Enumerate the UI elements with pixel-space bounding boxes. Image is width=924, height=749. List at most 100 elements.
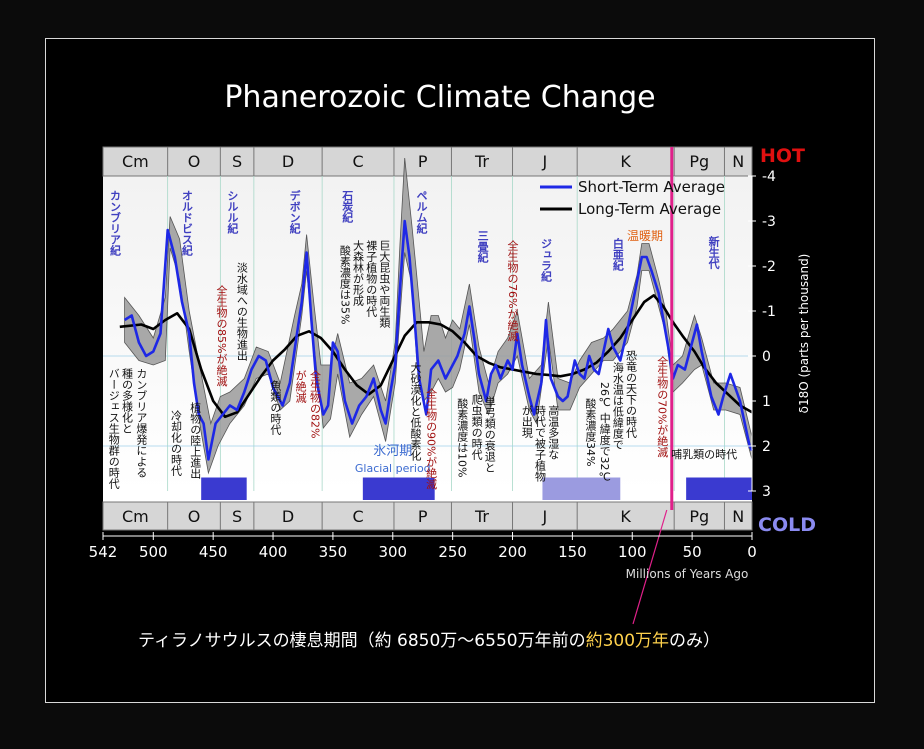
period-label-header: S bbox=[232, 152, 242, 171]
caption-suffix: のみ） bbox=[669, 631, 721, 651]
caption-highlight: 約300万年 bbox=[585, 631, 670, 651]
period-name-C: 石炭紀 bbox=[341, 190, 355, 224]
period-label-footer: Pg bbox=[689, 507, 709, 526]
annotation-black: 淡水域への生物進出 bbox=[235, 262, 248, 361]
x-tick-label: 300 bbox=[378, 543, 407, 561]
glacial-bar bbox=[362, 477, 435, 500]
y-tick-label: 3 bbox=[762, 484, 771, 500]
caption-prefix: ティラノサウルスの棲息期間（約 6850万～6550万年前の bbox=[138, 631, 586, 651]
period-label-header: D bbox=[282, 152, 294, 171]
period-label-footer: J bbox=[541, 507, 547, 526]
annotation-black: 大森林が形成 bbox=[352, 239, 365, 307]
period-name-K: 白亜紀 bbox=[611, 237, 624, 272]
x-tick-label: 200 bbox=[498, 543, 527, 561]
period-label-header: P bbox=[418, 152, 428, 171]
annotation-black: 哺乳類の時代 bbox=[671, 448, 737, 461]
x-tick-label: 50 bbox=[683, 543, 702, 561]
y-tick-label: -2 bbox=[762, 259, 776, 275]
annotation-black: 26℃ 中緯度で32℃ bbox=[598, 382, 611, 484]
period-label-header: N bbox=[732, 152, 744, 171]
period-label-header: Pg bbox=[689, 152, 709, 171]
y-tick-label: -1 bbox=[762, 304, 776, 320]
period-label-header: K bbox=[620, 152, 631, 171]
period-name-J: ジュラ紀 bbox=[540, 238, 553, 283]
annotation-black: 巨大昆虫や両生類 bbox=[378, 240, 391, 329]
glacial-label-jp: 氷河期 bbox=[373, 444, 412, 459]
x-tick-label: 500 bbox=[139, 543, 168, 561]
annotation-red: が絶滅 bbox=[294, 370, 307, 404]
cold-label: COLD bbox=[758, 514, 816, 536]
annotation-black: 植物の陸上進出 bbox=[189, 401, 202, 479]
annotation-black: 大砂漠化と低酸素化 bbox=[409, 361, 422, 462]
annotation-black: 酸素濃度は35% bbox=[338, 244, 351, 325]
legend-label: Long-Term Average bbox=[578, 200, 721, 218]
annotation-black: バージェス生物群の時代 bbox=[107, 368, 120, 490]
period-label-header: Cm bbox=[122, 152, 149, 171]
x-tick-label: 400 bbox=[259, 543, 288, 561]
period-name-S: シルル紀 bbox=[226, 190, 239, 235]
annotation-black: 酸素濃度は10% bbox=[456, 397, 469, 478]
period-name-P: ペルム紀 bbox=[415, 190, 428, 235]
period-label-footer: P bbox=[418, 507, 428, 526]
period-name-Cm: カンブリア紀 bbox=[108, 190, 121, 257]
annotation-black: 種の多様化と bbox=[120, 367, 133, 434]
period-label-footer: C bbox=[352, 507, 363, 526]
annotation-black: 冷却化の時代 bbox=[170, 410, 183, 477]
period-label-footer: Tr bbox=[474, 507, 489, 526]
period-label-footer: S bbox=[232, 507, 242, 526]
caption: ティラノサウルスの棲息期間（約 6850万～6550万年前の約300万年のみ） bbox=[138, 626, 720, 651]
period-label-footer: D bbox=[282, 507, 294, 526]
annotation-red: 全生物の76%が絶滅 bbox=[506, 239, 519, 342]
annotation-red: 全生物の70%が絶滅 bbox=[656, 355, 669, 458]
period-label-footer: Cm bbox=[122, 507, 149, 526]
annotation-black: 高温多湿な bbox=[547, 404, 560, 460]
period-label-footer: O bbox=[188, 507, 201, 526]
x-tick-label: 100 bbox=[618, 543, 647, 561]
short-term-average-line bbox=[123, 219, 754, 461]
y-tick-label: 0 bbox=[762, 349, 771, 365]
period-label-header: Tr bbox=[474, 152, 489, 171]
legend-label: Short-Term Average bbox=[578, 178, 725, 196]
hot-label: HOT bbox=[760, 145, 805, 167]
y-tick-label: 2 bbox=[762, 439, 771, 455]
annotation-red: 全生物の82% bbox=[308, 369, 321, 439]
annotation-black: 爬虫類の時代 bbox=[470, 394, 483, 461]
annotation-black: 時代で被子植物 bbox=[534, 405, 547, 482]
period-name-Tr: 三畳紀 bbox=[476, 230, 489, 264]
annotation-black: 魚類の時代 bbox=[269, 380, 282, 436]
period-name-Pg: 新生代 bbox=[707, 235, 721, 270]
glacial-label-en: Glacial period bbox=[355, 462, 431, 475]
y-tick-label: -4 bbox=[762, 169, 776, 185]
x-tick-label: 150 bbox=[558, 543, 587, 561]
chart-title: Phanerozoic Climate Change bbox=[224, 80, 656, 115]
period-label-footer: K bbox=[620, 507, 631, 526]
period-label-header: J bbox=[541, 152, 547, 171]
period-label-header: C bbox=[352, 152, 363, 171]
annotation-black: 酸素濃度34% bbox=[584, 397, 597, 467]
glacial-bar bbox=[542, 477, 621, 500]
glacial-bar bbox=[201, 477, 247, 500]
annotation-black: カンブリア爆発による bbox=[135, 368, 148, 478]
warm-period-label: 温暖期 bbox=[627, 229, 663, 243]
annotation-black: が出現 bbox=[520, 405, 533, 439]
period-label-header: O bbox=[188, 152, 201, 171]
annotation-red: 全生物の85%が絶滅 bbox=[215, 284, 228, 387]
annotation-black: 裸子植物の時代 bbox=[365, 239, 378, 318]
period-label-footer: N bbox=[732, 507, 744, 526]
annotation-black: 海水温は低緯度で bbox=[611, 361, 624, 450]
annotation-black: 恐竜の天下の時代 bbox=[625, 350, 638, 439]
x-tick-label: 0 bbox=[747, 543, 757, 561]
x-tick-label: 542 bbox=[89, 543, 118, 561]
period-footer-band bbox=[102, 501, 753, 531]
y-axis-label: δ18O (parts per thousand) bbox=[797, 254, 811, 414]
x-tick-label: 450 bbox=[199, 543, 228, 561]
annotation-black: 単弓類の衰退と bbox=[483, 395, 496, 473]
y-tick-label: -3 bbox=[762, 214, 776, 230]
x-tick-label: 250 bbox=[438, 543, 467, 561]
y-tick-label: 1 bbox=[762, 394, 771, 410]
glacial-bar bbox=[686, 477, 752, 500]
period-name-O: オルドビス紀 bbox=[180, 190, 193, 257]
annotation-red: 全生物の90%が絶滅 bbox=[425, 387, 438, 490]
x-axis-label: Millions of Years Ago bbox=[626, 567, 749, 581]
